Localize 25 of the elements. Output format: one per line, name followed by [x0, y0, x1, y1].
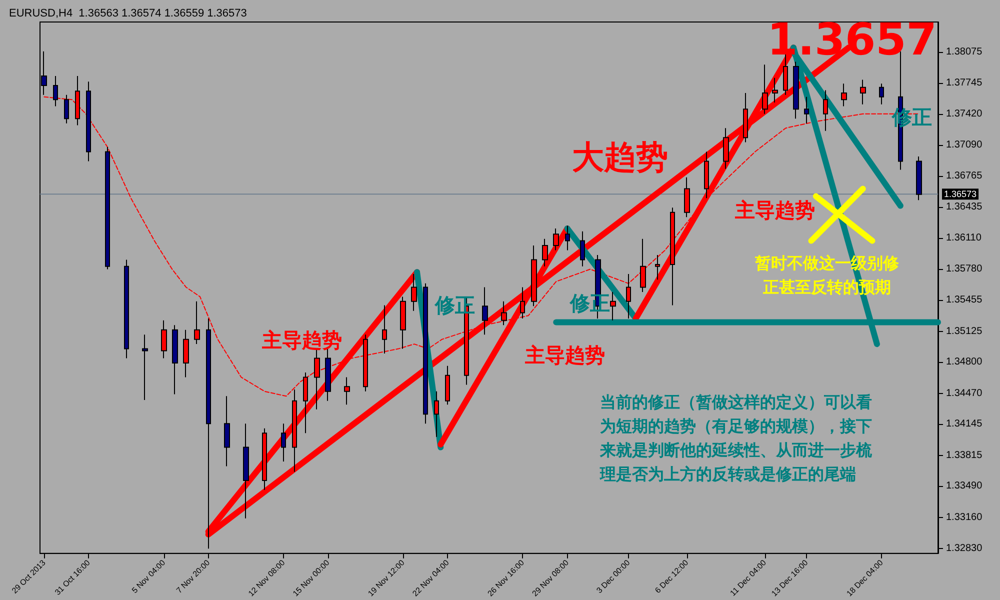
ref-line-label: 1.36573 [944, 189, 977, 200]
y-tick-label: 1.33160 [946, 512, 983, 523]
annotation: 主导趋势 [261, 328, 342, 352]
y-tick-label: 1.37745 [946, 78, 983, 89]
y-tick-label: 1.35780 [946, 264, 983, 275]
annotation: 大趋势 [572, 138, 668, 176]
y-tick-label: 1.32830 [946, 543, 983, 554]
y-tick-label: 1.36435 [946, 202, 983, 213]
chart-title: EURUSD,H4 1.36563 1.36574 1.36559 1.36573 [9, 8, 247, 20]
y-tick-label: 1.33815 [946, 450, 983, 461]
y-tick-label: 1.34800 [946, 356, 983, 368]
y-tick-label: 1.35125 [946, 326, 983, 337]
y-tick-label: 1.36110 [946, 232, 982, 244]
y-tick-label: 1.34470 [946, 388, 983, 399]
annotation: 主导趋势 [524, 343, 605, 367]
y-tick-label: 1.35455 [946, 294, 983, 306]
y-tick-label: 1.33490 [946, 480, 983, 492]
y-tick-label: 1.37090 [946, 140, 983, 151]
annotation: 1.3657 [767, 14, 937, 66]
y-tick-label: 1.34145 [946, 418, 983, 430]
y-tick-label: 1.37420 [946, 108, 983, 120]
y-tick-label: 1.36765 [946, 170, 983, 182]
annotation: 主导趋势 [734, 198, 815, 222]
annotation: 当前的修正（暂做这样的定义）可以看为短期的趋势（有足够的规模），接下来就是判断他的延续性、从而进一步梳理是否为上方的反转或是修正的尾端 [599, 392, 873, 484]
y-tick-label: 1.38075 [946, 46, 983, 58]
